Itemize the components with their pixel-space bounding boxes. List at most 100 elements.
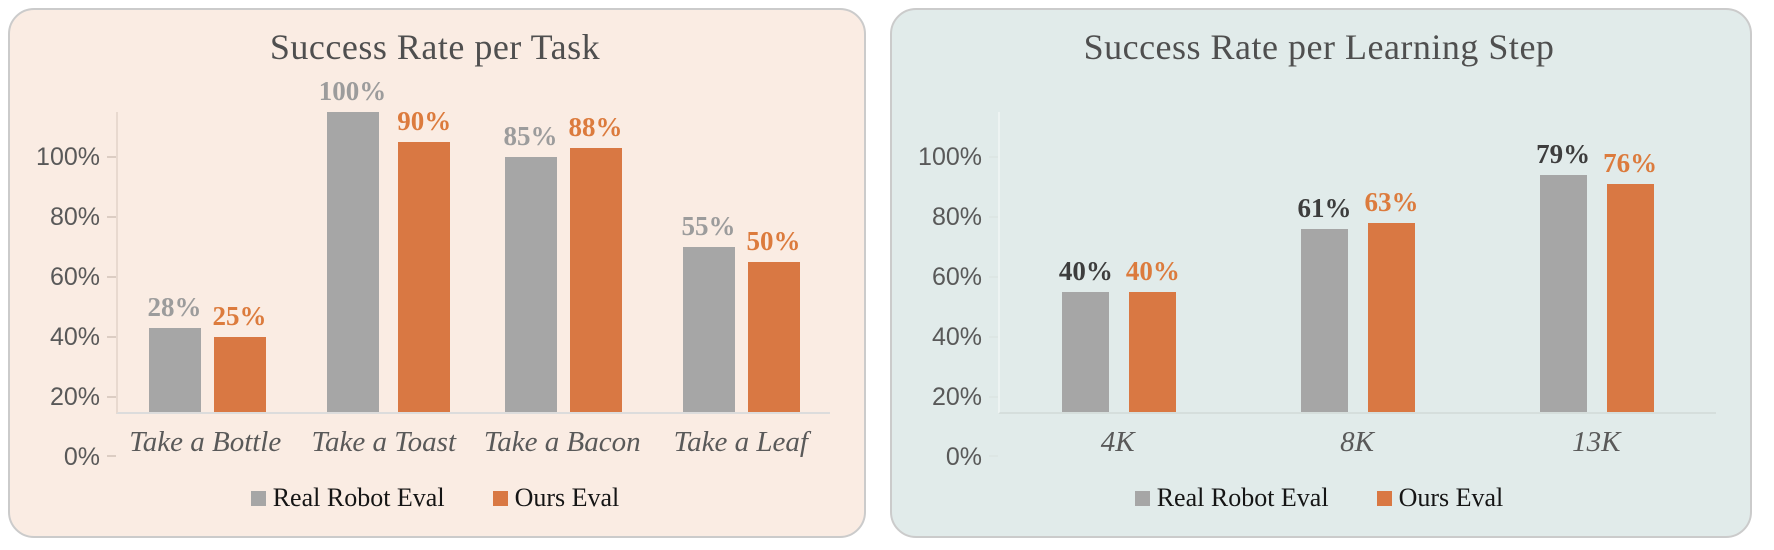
bar-ours-eval [1368, 223, 1415, 412]
bar-value-label: 100% [318, 76, 387, 106]
legend-label: Ours Eval [514, 483, 620, 512]
legend-item-ours-eval: Ours Eval [1376, 483, 1504, 513]
y-tick-label: 60% [931, 263, 982, 291]
category-label: Take a Bacon [483, 426, 641, 458]
bar-real-robot-eval [504, 157, 557, 412]
category-label: 4K [1100, 426, 1135, 458]
bar-value-label: 90% [397, 106, 452, 136]
bar-ours-eval [747, 262, 800, 412]
category-label: 8K [1340, 426, 1374, 458]
y-tick-mark [989, 336, 998, 338]
y-tick-label: 60% [49, 263, 100, 291]
bar-value-label: 79% [1536, 139, 1591, 169]
category-label: 13K [1572, 426, 1621, 458]
legend-label: Real Robot Eval [1156, 483, 1329, 512]
y-tick-label: 20% [49, 383, 100, 411]
bar-real-robot-eval [326, 112, 379, 412]
bar-value-label: 61% [1297, 193, 1352, 223]
bar-real-robot-eval [682, 247, 735, 412]
legend-swatch-orange-icon [492, 490, 508, 506]
bar-ours-eval [1606, 184, 1654, 412]
legend-label: Ours Eval [1398, 483, 1504, 512]
y-tick-mark [107, 455, 116, 457]
bar-real-robot-eval [1301, 229, 1348, 412]
chart-body: 0% 20% 40% 60% 80% 100% 28% 25% 100% 90% 85% 88% 55… [36, 76, 834, 471]
bar-column: 76% [1603, 148, 1657, 412]
category-axis: 4K 8K 13K [998, 426, 1716, 459]
legend-swatch-orange-icon [1376, 490, 1392, 506]
y-tick-mark [989, 276, 998, 278]
bar-value-label: 63% [1364, 187, 1419, 217]
bar-column: 79% [1536, 139, 1590, 412]
legend-swatch-gray-icon [250, 490, 266, 506]
y-tick-label: 100% [918, 143, 982, 171]
bar-ours-eval [398, 142, 451, 412]
y-tick-mark [989, 156, 998, 158]
legend: Real Robot Eval Ours Eval [36, 483, 834, 513]
bar-group: 79% 76% [1477, 112, 1716, 412]
bar-column: 88% [569, 112, 623, 412]
bar-ours-eval [213, 337, 266, 412]
category-axis: Take a Bottle Take a Toast Take a Bacon Tak… [116, 426, 830, 459]
y-axis: 0% 20% 40% 60% 80% 100% [918, 143, 998, 471]
bar-column: 28% [148, 292, 202, 412]
y-tick-mark [107, 216, 116, 218]
bar-ours-eval [1129, 292, 1177, 412]
category-label: Take a Bottle [129, 426, 282, 458]
bar-group: 85% 88% [474, 112, 652, 412]
bar-column: 100% [318, 76, 387, 412]
y-tick-label: 80% [49, 203, 100, 231]
y-tick-mark [989, 396, 998, 398]
bar-column: 63% [1365, 187, 1419, 412]
bar-group: 28% 25% [118, 112, 296, 412]
bar-value-label: 88% [568, 112, 623, 142]
plot-area: 28% 25% 100% 90% 85% 88% 55% 50% [116, 76, 830, 414]
y-tick-mark [989, 216, 998, 218]
category-label: Take a Leaf [673, 426, 808, 458]
y-tick-label: 20% [931, 383, 982, 411]
bar-column: 25% [213, 301, 267, 412]
bar-real-robot-eval [1062, 292, 1110, 412]
bar-value-label: 40% [1125, 256, 1180, 286]
bar-group: 55% 50% [652, 112, 830, 412]
bar-ours-eval [569, 148, 622, 412]
bar-value-label: 25% [212, 301, 267, 331]
bar-column: 85% [504, 121, 558, 412]
y-tick-label: 80% [931, 203, 982, 231]
bar-group: 100% 90% [296, 76, 474, 412]
bar-value-label: 40% [1058, 256, 1113, 286]
legend-item-real-robot-eval: Real Robot Eval [250, 483, 445, 513]
y-tick-label: 40% [931, 323, 982, 351]
plot-column: 40% 40% 61% 63% 79% 76% 4K 8K 13K [998, 112, 1716, 459]
bar-value-label: 50% [746, 226, 801, 256]
plot-area: 40% 40% 61% 63% 79% 76% [998, 112, 1716, 414]
y-tick-mark [989, 455, 998, 457]
chart-title: Success Rate per Task [269, 27, 601, 67]
bar-real-robot-eval [148, 328, 201, 412]
bar-value-label: 76% [1603, 148, 1658, 178]
y-tick-mark [107, 276, 116, 278]
legend: Real Robot Eval Ours Eval [918, 483, 1720, 513]
plot-column: 28% 25% 100% 90% 85% 88% 55% 50% Take a Bottle T… [116, 76, 830, 459]
legend-item-real-robot-eval: Real Robot Eval [1134, 483, 1329, 513]
bar-column: 90% [397, 106, 451, 412]
legend-swatch-gray-icon [1134, 490, 1150, 506]
bar-value-label: 85% [503, 121, 558, 151]
legend-item-ours-eval: Ours Eval [492, 483, 620, 513]
y-tick-label: 40% [49, 323, 100, 351]
bar-column: 50% [747, 226, 801, 412]
bar-column: 61% [1298, 193, 1352, 412]
y-axis: 0% 20% 40% 60% 80% 100% [36, 143, 116, 471]
chart-body: 0% 20% 40% 60% 80% 100% 40% 40% 61% 63% 79% 76% 4K… [918, 112, 1720, 471]
bar-group: 40% 40% [1000, 112, 1239, 412]
legend-label: Real Robot Eval [272, 483, 445, 512]
bar-value-label: 55% [681, 211, 736, 241]
y-tick-mark [107, 156, 116, 158]
y-tick-mark [107, 396, 116, 398]
y-tick-label: 0% [945, 443, 982, 471]
y-tick-label: 100% [36, 143, 100, 171]
chart-card-learning-step: Success Rate per Learning Step 0% 20% 40% 6… [890, 8, 1752, 538]
bar-column: 55% [682, 211, 736, 412]
bar-real-robot-eval [1539, 175, 1587, 412]
